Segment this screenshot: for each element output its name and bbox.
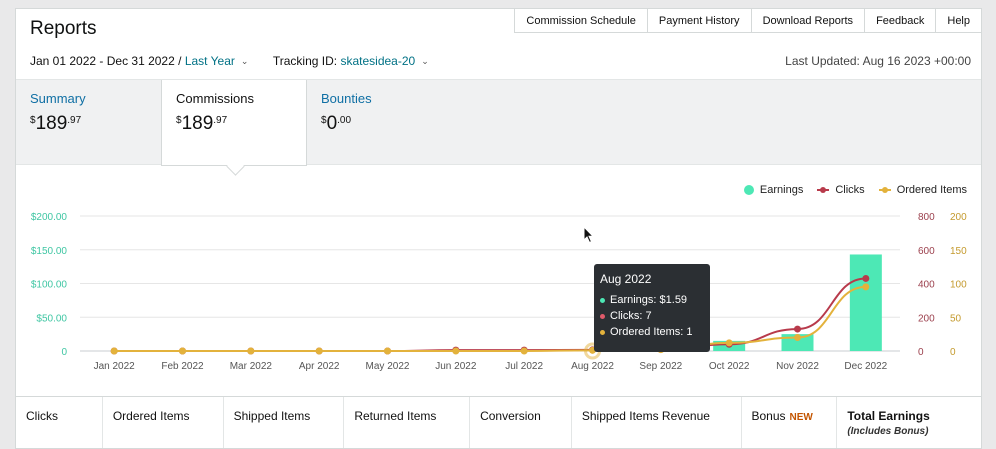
col-returned-items[interactable]: Returned Items — [344, 397, 471, 448]
col-shipped-revenue[interactable]: Shipped Items Revenue — [572, 397, 742, 448]
x-tick-label: Aug 2022 — [571, 361, 614, 372]
x-tick-label: Jul 2022 — [505, 361, 543, 372]
y-mid-tick-label: 800 — [918, 212, 935, 223]
earnings-bar — [849, 254, 882, 351]
clicks-point — [794, 325, 801, 333]
tooltip-row-ordered: Ordered Items: 1 — [600, 326, 704, 338]
tab-label: Summary — [30, 91, 86, 106]
clicks-point — [862, 274, 870, 282]
reports-panel: Reports Commission Schedule Payment Hist… — [15, 8, 982, 449]
tab-label: Bounties — [321, 91, 372, 106]
x-tick-label: Sep 2022 — [639, 361, 682, 372]
legend-ordered-items[interactable]: Ordered Items — [878, 184, 967, 196]
summary-tabs: Summary $189.97 Commissions $189.97 Boun… — [16, 79, 981, 176]
circle-icon — [743, 185, 754, 195]
line-marker-icon — [817, 187, 830, 193]
col-bonus[interactable]: Bonus NEW — [742, 397, 838, 448]
y-right-tick-label: 200 — [950, 212, 967, 223]
payment-history-button[interactable]: Payment History — [647, 9, 752, 33]
ordered-items-line — [114, 285, 866, 352]
period-dropdown[interactable]: Last Year ⌄ — [185, 54, 249, 68]
chart-svg: $200.00 800 200 $150.00 600 150 $100.00 400 100 $… — [31, 212, 967, 372]
tracking-id-dropdown[interactable]: skatesidea-20 ⌄ — [340, 54, 428, 68]
tab-amount: $189.97 — [30, 113, 82, 134]
ordered-items-point — [110, 347, 118, 355]
ordered-items-point — [384, 347, 391, 355]
top-nav: Commission Schedule Payment History Down… — [514, 9, 981, 33]
clicks-line — [114, 277, 866, 352]
x-tick-label: Nov 2022 — [776, 361, 819, 372]
tab-amount: $0.00 — [321, 113, 352, 134]
tooltip-title: Aug 2022 — [600, 272, 652, 286]
x-tick-label: Dec 2022 — [844, 361, 887, 372]
y-left-tick-label: 0 — [61, 347, 67, 358]
performance-chart: Earnings Clicks Ordered Items $200.00 800… — [16, 164, 981, 392]
x-tick-label: Apr 2022 — [299, 361, 340, 372]
mouse-pointer-icon — [583, 226, 595, 244]
y-mid-tick-label: 200 — [918, 313, 935, 324]
ordered-items-point — [794, 334, 801, 341]
help-button[interactable]: Help — [936, 9, 981, 33]
y-mid-tick-label: 600 — [918, 246, 935, 257]
date-range: Jan 01 2022 - Dec 31 2022 — [30, 54, 175, 68]
y-mid-tick-label: 0 — [918, 347, 924, 358]
chevron-down-icon: ⌄ — [240, 56, 249, 66]
filters: Jan 01 2022 - Dec 31 2022 / Last Year ⌄ T… — [30, 54, 429, 68]
y-mid-tick-label: 400 — [918, 280, 935, 291]
x-tick-label: Jan 2022 — [94, 361, 136, 372]
new-badge: NEW — [789, 412, 813, 423]
totals-table-header: Clicks Ordered Items Shipped Items Retur… — [16, 396, 981, 448]
x-tick-label: May 2022 — [366, 361, 410, 372]
tab-label: Commissions — [176, 91, 255, 106]
col-shipped-items[interactable]: Shipped Items — [224, 397, 345, 448]
chevron-down-icon: ⌄ — [421, 56, 429, 66]
chart-legend: Earnings Clicks Ordered Items — [743, 184, 967, 196]
col-clicks[interactable]: Clicks — [16, 397, 103, 448]
y-left-tick-label: $150.00 — [31, 246, 68, 257]
x-tick-label: Oct 2022 — [709, 361, 750, 372]
y-left-tick-label: $100.00 — [31, 280, 68, 291]
y-right-tick-label: 50 — [950, 313, 962, 324]
tooltip-row-earnings: Earnings: $1.59 — [600, 294, 704, 306]
last-updated: Last Updated: Aug 16 2023 +00:00 — [785, 54, 971, 68]
col-ordered-items[interactable]: Ordered Items — [103, 397, 224, 448]
ordered-items-point — [862, 283, 870, 291]
feedback-button[interactable]: Feedback — [865, 9, 937, 33]
tracking-id-value: skatesidea-20 — [340, 54, 416, 68]
chart-tooltip: Aug 2022 Earnings: $1.59 Clicks: 7 Order… — [594, 264, 710, 352]
tab-amount: $189.97 — [176, 113, 228, 134]
y-left-tick-label: $50.00 — [36, 313, 67, 324]
ordered-items-point — [315, 347, 323, 355]
x-tick-label: Jun 2022 — [435, 361, 477, 372]
ordered-items-point — [520, 347, 528, 355]
legend-earnings[interactable]: Earnings — [743, 184, 803, 196]
tab-commissions[interactable]: Commissions $189.97 — [161, 80, 307, 176]
x-tick-label: Feb 2022 — [161, 361, 204, 372]
commission-schedule-button[interactable]: Commission Schedule — [514, 9, 648, 33]
tracking-label: Tracking ID: — [272, 54, 338, 68]
y-left-tick-label: $200.00 — [31, 212, 68, 223]
ordered-items-point — [452, 347, 460, 355]
ordered-items-point — [179, 347, 186, 355]
y-right-tick-label: 100 — [950, 280, 967, 291]
tab-bounties[interactable]: Bounties $0.00 — [307, 80, 447, 164]
legend-clicks[interactable]: Clicks — [817, 184, 865, 196]
ordered-items-point — [725, 339, 733, 347]
col-conversion[interactable]: Conversion — [470, 397, 572, 448]
x-tick-label: Mar 2022 — [230, 361, 273, 372]
date-separator: / — [178, 54, 182, 68]
tab-summary[interactable]: Summary $189.97 — [16, 80, 161, 164]
line-marker-icon — [878, 187, 891, 193]
y-right-tick-label: 0 — [950, 347, 956, 358]
page-title: Reports — [30, 18, 97, 39]
y-right-tick-label: 150 — [950, 246, 967, 257]
tooltip-row-clicks: Clicks: 7 — [600, 310, 704, 322]
col-total-earnings[interactable]: Total Earnings (Includes Bonus) — [847, 409, 930, 437]
download-reports-button[interactable]: Download Reports — [751, 9, 866, 33]
ordered-items-point — [247, 347, 255, 355]
period-value: Last Year — [184, 54, 235, 68]
